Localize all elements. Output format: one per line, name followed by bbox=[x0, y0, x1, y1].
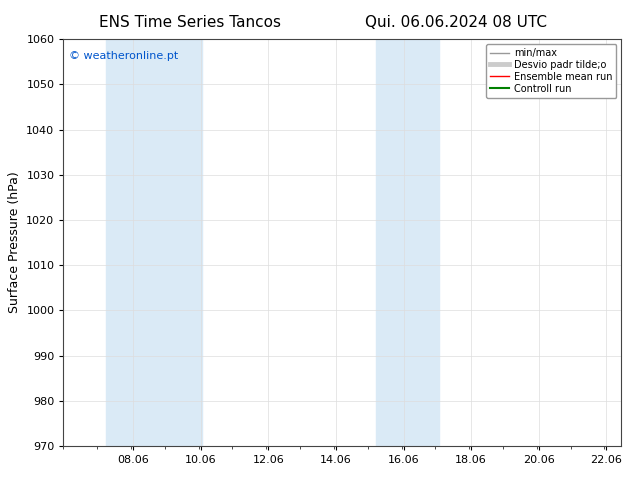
Text: Qui. 06.06.2024 08 UTC: Qui. 06.06.2024 08 UTC bbox=[365, 15, 548, 30]
Text: ENS Time Series Tancos: ENS Time Series Tancos bbox=[99, 15, 281, 30]
Y-axis label: Surface Pressure (hPa): Surface Pressure (hPa) bbox=[8, 172, 21, 314]
Bar bbox=[106, 39, 202, 446]
Text: © weatheronline.pt: © weatheronline.pt bbox=[69, 51, 178, 61]
Bar bbox=[376, 39, 439, 446]
Legend: min/max, Desvio padr tilde;o, Ensemble mean run, Controll run: min/max, Desvio padr tilde;o, Ensemble m… bbox=[486, 44, 616, 98]
